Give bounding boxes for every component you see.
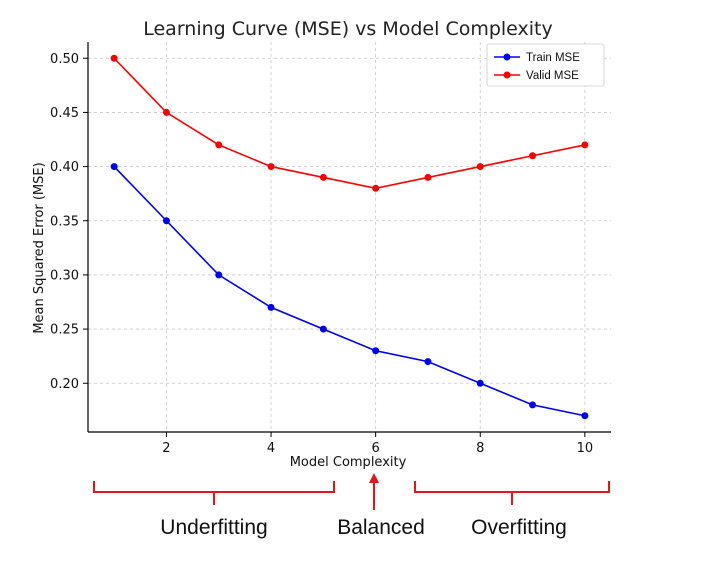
point-valid [372, 184, 380, 192]
point-valid [162, 108, 170, 116]
x-tick-label: 6 [372, 441, 380, 456]
legend: Train MSE Valid MSE [486, 43, 605, 87]
point-valid [529, 152, 537, 160]
point-valid [319, 173, 327, 181]
legend-marker-valid [503, 71, 511, 79]
legend-marker-train [503, 53, 511, 61]
y-tick-label: 0.20 [50, 377, 79, 392]
point-train [581, 412, 589, 420]
annotations: Underfitting Balanced Overfitting [93, 473, 610, 539]
x-tick-label: 8 [476, 441, 484, 456]
point-valid [581, 141, 589, 149]
x-tick-label: 4 [267, 441, 275, 456]
y-tick-label: 0.30 [50, 268, 79, 283]
y-tick-label: 0.50 [50, 52, 79, 67]
x-tick-label: 10 [577, 441, 594, 456]
underfitting-bracket [93, 481, 335, 505]
point-train [476, 379, 484, 387]
point-valid [215, 141, 223, 149]
point-valid [476, 163, 484, 171]
y-tick-label: 0.40 [50, 160, 79, 175]
point-valid [110, 54, 118, 62]
grid [88, 42, 611, 432]
point-train [267, 303, 275, 311]
point-train [372, 347, 380, 355]
y-axis-label: Mean Squared Error (MSE) [32, 162, 47, 333]
balanced-arrow-head [369, 473, 379, 483]
axes: 2 4 6 8 10 0.20 0.25 0.30 0.35 0.40 0.45 0.50 [50, 42, 611, 456]
point-train [110, 163, 118, 171]
point-train [319, 325, 327, 333]
chart-title: Learning Curve (MSE) vs Model Complexity [143, 18, 553, 40]
point-train [215, 271, 223, 279]
series-line-valid [113, 57, 586, 190]
legend-label-train: Train MSE [526, 52, 580, 64]
series-line-train [113, 166, 586, 417]
point-valid [424, 173, 432, 181]
y-tick-label: 0.45 [50, 106, 79, 121]
overfitting-bracket [414, 481, 610, 505]
point-train [162, 217, 170, 225]
x-tick-label: 2 [162, 441, 170, 456]
point-valid [267, 163, 275, 171]
overfitting-label: Overfitting [471, 516, 567, 539]
legend-label-valid: Valid MSE [526, 70, 579, 82]
y-tick-label: 0.35 [50, 214, 79, 229]
x-axis-label: Model Complexity [290, 455, 407, 470]
series [110, 54, 589, 420]
underfitting-label: Underfitting [160, 516, 267, 539]
balanced-label: Balanced [337, 516, 425, 539]
point-train [424, 358, 432, 366]
y-tick-label: 0.25 [50, 323, 79, 338]
point-train [529, 401, 537, 409]
